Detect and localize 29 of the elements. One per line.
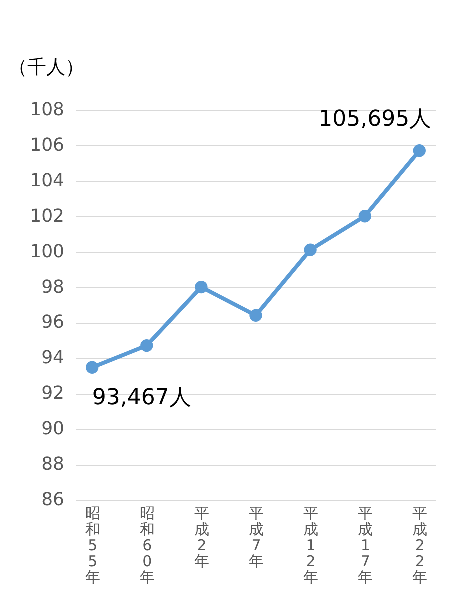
point <box>358 210 372 223</box>
point <box>413 144 426 158</box>
y-axis-title: （千人） <box>8 56 84 78</box>
point <box>304 244 317 256</box>
x-tick-label: 平成22年 <box>412 504 428 586</box>
point <box>140 339 154 352</box>
point <box>86 361 99 374</box>
x-tick-label: 昭和55年 <box>85 504 100 586</box>
annotation: 93,467人 <box>92 386 192 411</box>
y-tick-label: 86 <box>42 490 64 510</box>
y-tick-label: 104 <box>30 170 64 192</box>
y-tick-label: 90 <box>42 418 64 440</box>
y-tick-label: 108 <box>30 100 64 120</box>
annotation: 105,695人 <box>318 106 432 132</box>
y-tick-label: 94 <box>42 348 64 369</box>
y-tick-label: 88 <box>42 454 64 476</box>
x-tick-label: 昭和60年 <box>140 504 155 586</box>
y-tick-label: 98 <box>42 276 64 298</box>
y-tick-label: 96 <box>42 312 64 334</box>
point <box>250 309 262 322</box>
x-tick-label: 平成17年 <box>358 504 374 586</box>
y-tick-label: 92 <box>42 383 64 404</box>
point <box>195 280 208 294</box>
y-tick-label: 102 <box>30 206 64 227</box>
x-tick-label: 平成12年 <box>304 504 319 586</box>
x-tick-label: 平成7年 <box>249 504 264 570</box>
x-tick-label: 平成2年 <box>194 504 210 570</box>
y-tick-label: 100 <box>30 241 64 262</box>
y-tick-label: 106 <box>30 134 64 156</box>
